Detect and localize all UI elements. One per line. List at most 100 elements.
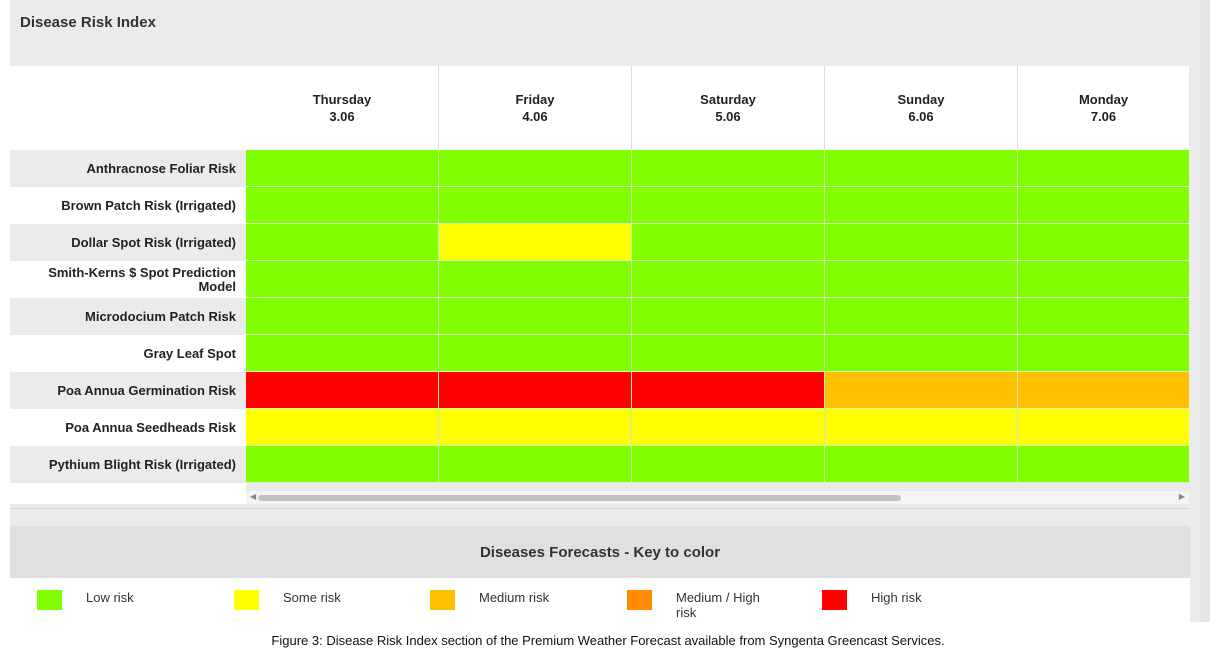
risk-grid: Thursday 3.06 Friday 4.06 Saturday 5.06 Sunday… <box>246 66 1189 483</box>
key-item-high: High risk <box>822 590 922 610</box>
risk-cell-some <box>825 409 1018 446</box>
scroll-left-arrow-icon[interactable]: ◀ <box>250 492 257 501</box>
risk-cell-low <box>246 187 439 224</box>
row-label: Dollar Spot Risk (Irrigated) <box>10 224 246 261</box>
risk-row <box>246 187 1189 224</box>
risk-cell-low <box>632 224 825 261</box>
risk-cell-low <box>1018 224 1189 261</box>
risk-cell-medium <box>825 372 1018 409</box>
risk-cell-low <box>825 298 1018 335</box>
row-label: Anthracnose Foliar Risk <box>10 150 246 187</box>
risk-cell-low <box>439 446 632 483</box>
scroll-thumb[interactable] <box>258 495 901 501</box>
column-day: Thursday <box>312 92 372 107</box>
key-swatch <box>37 590 62 610</box>
risk-row <box>246 298 1189 335</box>
column-header: Thursday 3.06 <box>246 66 439 150</box>
key-label: Medium / High risk <box>676 590 760 620</box>
grid-rows <box>246 150 1189 483</box>
risk-cell-low <box>632 150 825 187</box>
key-item-some: Some risk <box>234 590 341 610</box>
key-label: Medium risk <box>479 590 550 605</box>
risk-cell-low <box>825 187 1018 224</box>
risk-cell-low <box>439 298 632 335</box>
risk-cell-low <box>439 150 632 187</box>
risk-cell-low <box>825 446 1018 483</box>
key-label: Low risk <box>86 590 134 605</box>
risk-cell-low <box>246 224 439 261</box>
risk-cell-low <box>632 335 825 372</box>
column-header: Saturday 5.06 <box>632 66 825 150</box>
key-item-medium: Medium risk <box>430 590 549 610</box>
risk-cell-some <box>1018 409 1189 446</box>
color-key: Low risk Some risk Medium risk Medium / Hig… <box>10 578 1190 622</box>
risk-cell-medium <box>1018 372 1189 409</box>
risk-row <box>246 261 1189 298</box>
row-label: Smith-Kerns $ Spot Prediction Model <box>10 261 246 298</box>
column-header: Sunday 6.06 <box>825 66 1018 150</box>
column-date: 5.06 <box>715 109 741 124</box>
key-label: High risk <box>871 590 922 605</box>
scroll-right-arrow-icon[interactable]: ▶ <box>1178 492 1185 501</box>
risk-cell-low <box>632 261 825 298</box>
column-date: 3.06 <box>329 109 355 124</box>
risk-cell-low <box>246 150 439 187</box>
risk-cell-low <box>1018 335 1189 372</box>
key-label: Some risk <box>283 590 341 605</box>
risk-row <box>246 224 1189 261</box>
row-label: Microdocium Patch Risk <box>10 298 246 335</box>
risk-cell-low <box>246 446 439 483</box>
column-day: Saturday <box>700 92 756 107</box>
key-title: Diseases Forecasts - Key to color <box>10 526 1190 578</box>
panel-right-edge <box>1200 0 1210 622</box>
column-date: 6.06 <box>908 109 934 124</box>
key-swatch <box>430 590 455 610</box>
row-label: Poa Annua Germination Risk <box>10 372 246 409</box>
risk-cell-low <box>1018 298 1189 335</box>
column-day: Sunday <box>897 92 945 107</box>
risk-cell-low <box>632 298 825 335</box>
risk-cell-low <box>246 298 439 335</box>
risk-cell-low <box>246 335 439 372</box>
risk-cell-low <box>825 335 1018 372</box>
risk-cell-some <box>632 409 825 446</box>
risk-row <box>246 150 1189 187</box>
risk-cell-some <box>439 224 632 261</box>
row-label: Gray Leaf Spot <box>10 335 246 372</box>
figure-caption: Figure 3: Disease Risk Index section of … <box>271 633 945 648</box>
risk-row <box>246 446 1189 483</box>
risk-cell-high <box>632 372 825 409</box>
section-divider <box>10 508 1190 509</box>
key-swatch <box>627 590 652 610</box>
risk-cell-low <box>632 187 825 224</box>
row-label: Brown Patch Risk (Irrigated) <box>10 187 246 224</box>
risk-row <box>246 372 1189 409</box>
risk-cell-low <box>1018 150 1189 187</box>
column-date: 4.06 <box>522 109 548 124</box>
risk-cell-low <box>825 261 1018 298</box>
key-swatch <box>234 590 259 610</box>
risk-row <box>246 409 1189 446</box>
key-swatch <box>822 590 847 610</box>
row-label-list: Anthracnose Foliar Risk Brown Patch Risk … <box>10 150 246 483</box>
risk-cell-low <box>246 261 439 298</box>
risk-cell-some <box>246 409 439 446</box>
risk-cell-low <box>1018 261 1189 298</box>
scroll-left-area <box>10 490 246 504</box>
row-label: Pythium Blight Risk (Irrigated) <box>10 446 246 483</box>
row-label: Poa Annua Seedheads Risk <box>10 409 246 446</box>
horizontal-scrollbar[interactable]: ◀ ▶ <box>246 490 1189 504</box>
risk-cell-some <box>439 409 632 446</box>
risk-cell-low <box>825 224 1018 261</box>
column-header: Monday 7.06 <box>1018 66 1189 150</box>
risk-row <box>246 335 1189 372</box>
risk-cell-low <box>439 187 632 224</box>
risk-cell-low <box>1018 187 1189 224</box>
key-item-low: Low risk <box>37 590 134 610</box>
key-item-medium_high: Medium / High risk <box>627 590 776 620</box>
column-day: Monday <box>1078 92 1129 107</box>
row-labels: Anthracnose Foliar Risk Brown Patch Risk … <box>10 66 246 495</box>
risk-cell-low <box>439 335 632 372</box>
column-headers: Thursday 3.06 Friday 4.06 Saturday 5.06 Sunday… <box>246 66 1189 150</box>
column-day: Friday <box>515 92 555 107</box>
